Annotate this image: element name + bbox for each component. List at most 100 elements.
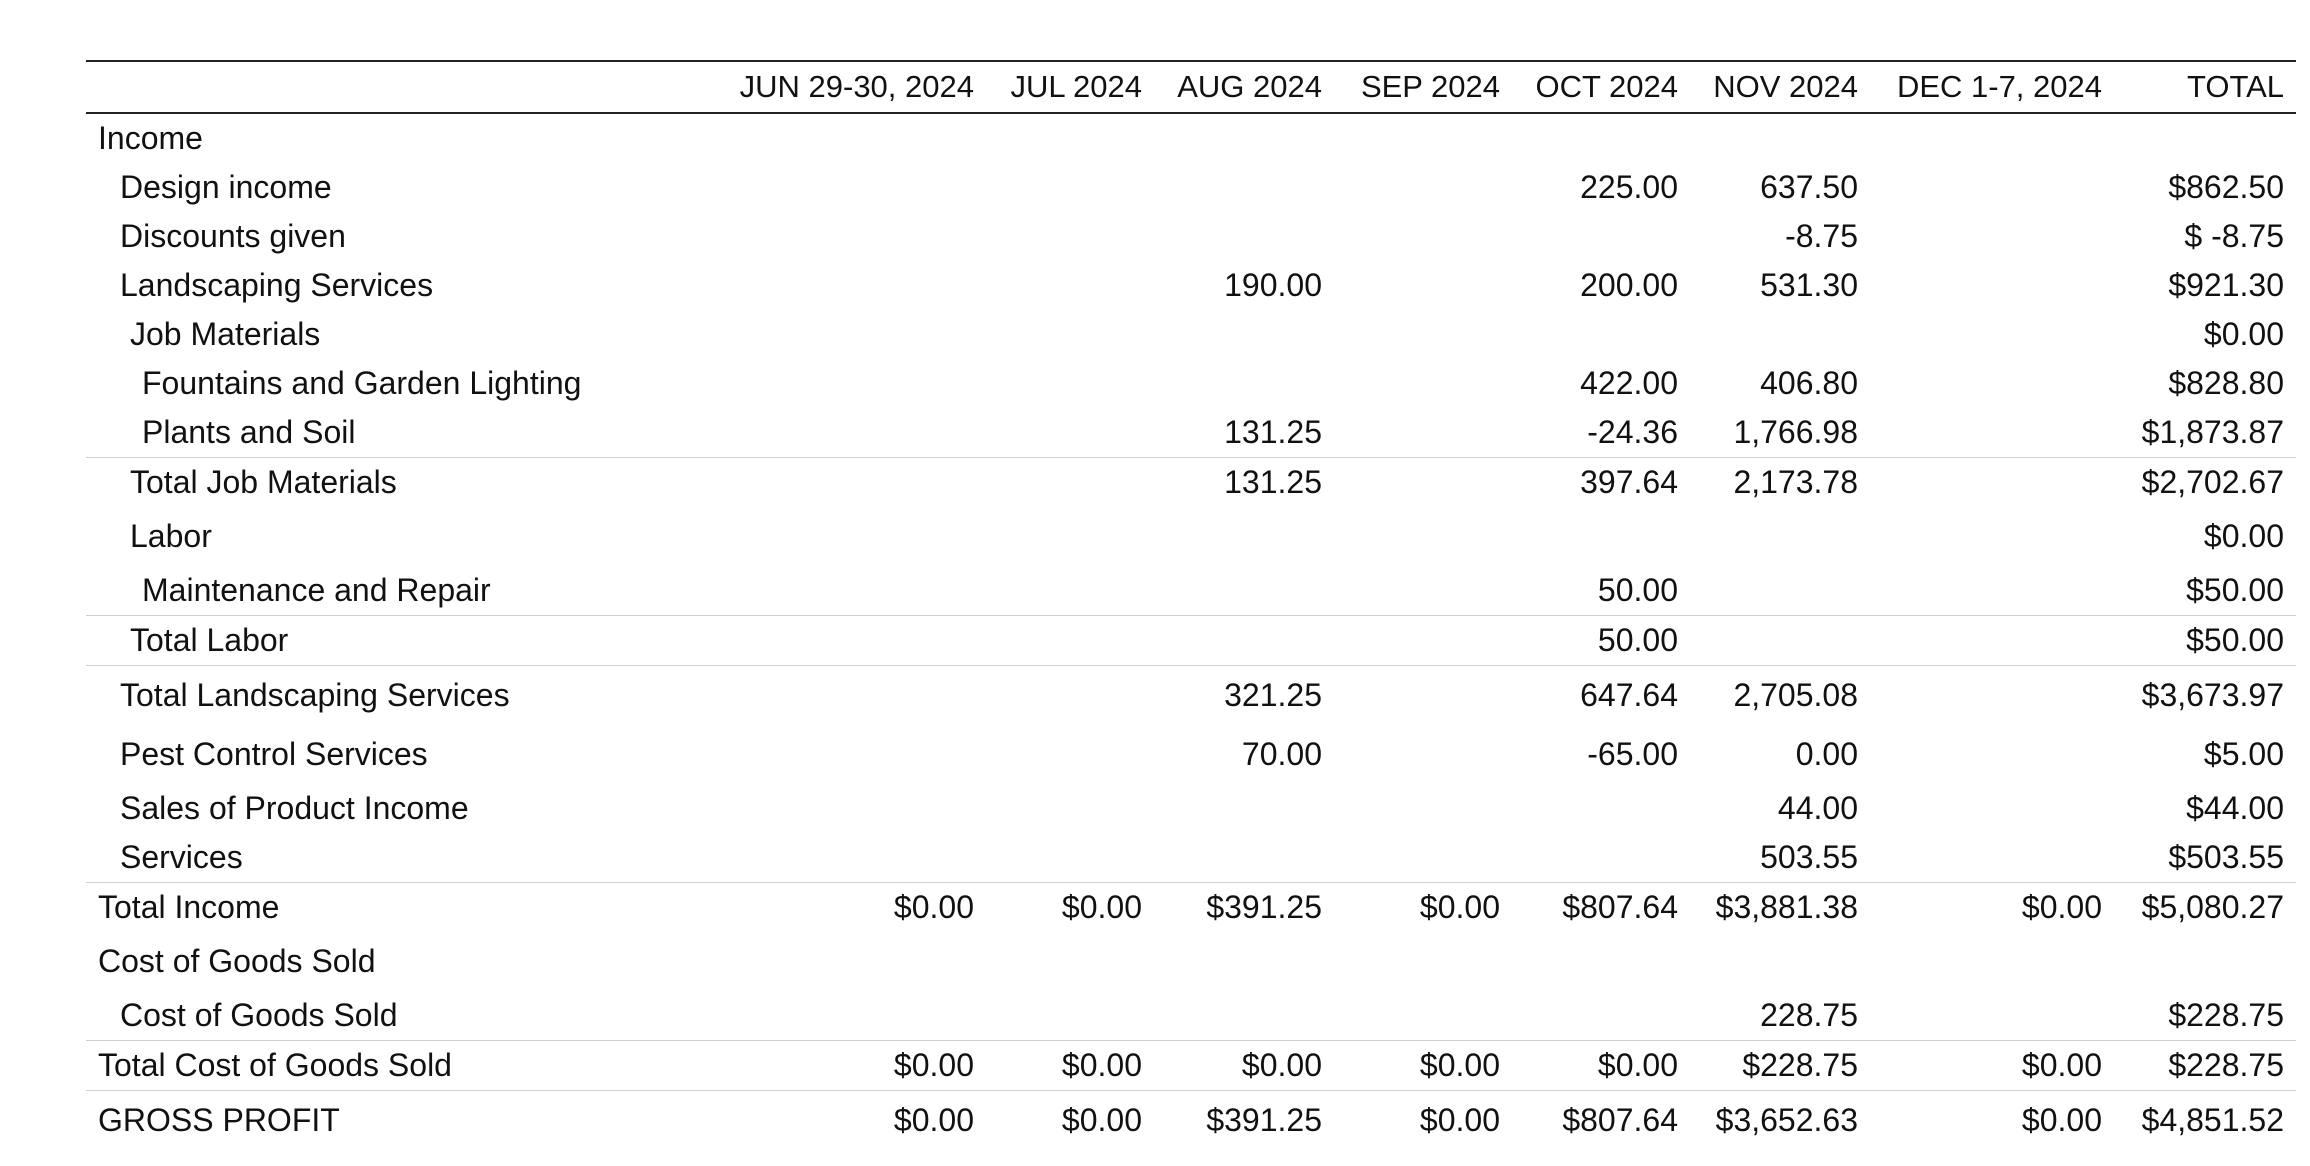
cell	[986, 665, 1154, 725]
cell-total: $503.55	[2168, 839, 2284, 875]
row-label: Plants and Soil	[142, 414, 356, 450]
cell	[986, 212, 1154, 261]
cell: $0.00	[1512, 1040, 1690, 1091]
cell: 131.25	[1154, 457, 1334, 507]
cell: 2,705.08	[1690, 665, 1870, 725]
cell: $0.00	[986, 1040, 1154, 1091]
cell	[986, 163, 1154, 212]
account-row: Design income 225.00 637.50 $862.50	[86, 163, 2296, 212]
cell	[1334, 833, 1512, 883]
cell-total: $0.00	[2203, 316, 2284, 352]
cell-total: $ -8.75	[2184, 218, 2284, 254]
column-header: OCT 2024	[1535, 69, 1678, 104]
row-label: Discounts given	[120, 218, 346, 254]
cell	[1334, 163, 1512, 212]
account-row: Maintenance and Repair 50.00 $50.00	[86, 566, 2296, 616]
cell	[1870, 507, 2114, 566]
cell	[1512, 784, 1690, 833]
cell	[986, 566, 1154, 616]
cell: 0.00	[1795, 736, 1858, 772]
cell	[1870, 457, 2114, 507]
cell: 422.00	[1580, 365, 1678, 401]
cell	[1154, 359, 1334, 408]
cell	[1154, 833, 1334, 883]
cell	[1334, 665, 1512, 725]
cell	[636, 408, 986, 458]
cell	[1512, 310, 1690, 359]
gross-profit-row: GROSS PROFIT $0.00 $0.00 $391.25 $0.00 $…	[86, 1090, 2296, 1150]
cell	[1154, 507, 1334, 566]
cell	[636, 261, 986, 310]
cell	[1334, 932, 1512, 991]
cell	[1154, 113, 1334, 163]
cell: 44.00	[1777, 790, 1858, 826]
cell: 2,173.78	[1690, 457, 1870, 507]
cell	[1690, 507, 1870, 566]
cell: 531.30	[1760, 267, 1858, 303]
subtotal-row: Total Job Materials 131.25 397.64 2,173.…	[86, 457, 2296, 507]
cell: $228.75	[1690, 1040, 1870, 1091]
cell: $0.00	[1334, 882, 1512, 932]
account-row: Job Materials $0.00	[86, 310, 2296, 359]
cell	[986, 261, 1154, 310]
cell	[1334, 310, 1512, 359]
cell: $0.00	[1154, 1040, 1334, 1091]
account-row: Fountains and Garden Lighting 422.00 406…	[86, 359, 2296, 408]
account-row: Landscaping Services 190.00 200.00 531.3…	[86, 261, 2296, 310]
account-row: Labor $0.00	[86, 507, 2296, 566]
row-label: Total Landscaping Services	[86, 665, 636, 725]
cell	[1154, 615, 1334, 666]
cell: $0.00	[636, 1090, 986, 1150]
cell	[1870, 310, 2114, 359]
column-header: NOV 2024	[1713, 69, 1858, 104]
cell	[1870, 261, 2114, 310]
cell	[986, 784, 1154, 833]
cell	[1334, 725, 1512, 784]
cell	[1334, 566, 1512, 616]
cell	[1154, 991, 1334, 1041]
cell	[986, 615, 1154, 666]
row-label: Total Cost of Goods Sold	[86, 1040, 636, 1091]
cell-total: $50.00	[2186, 572, 2284, 608]
column-header: JUN 29-30, 2024	[739, 69, 974, 104]
cell	[1870, 725, 2114, 784]
cell	[1334, 408, 1512, 458]
cell	[636, 665, 986, 725]
cell	[636, 113, 986, 163]
cell	[1870, 359, 2114, 408]
cell-total: $50.00	[2114, 615, 2296, 666]
cell	[636, 457, 986, 507]
cell: 1,766.98	[1733, 414, 1858, 450]
cell	[1334, 991, 1512, 1041]
account-row: Discounts given -8.75 $ -8.75	[86, 212, 2296, 261]
cell	[1154, 163, 1334, 212]
row-label: Maintenance and Repair	[142, 572, 491, 608]
cell: $0.00	[1870, 1040, 2114, 1091]
total-cogs-row: Total Cost of Goods Sold $0.00 $0.00 $0.…	[86, 1040, 2296, 1091]
cell: $0.00	[1870, 882, 2114, 932]
cell	[636, 212, 986, 261]
cell	[636, 163, 986, 212]
cell	[1690, 566, 1870, 616]
cell: 131.25	[1224, 414, 1322, 450]
cell-total: $4,851.52	[2114, 1090, 2296, 1150]
cell: $391.25	[1154, 1090, 1334, 1150]
cell	[1334, 113, 1512, 163]
row-label: Fountains and Garden Lighting	[142, 365, 582, 401]
cell	[986, 113, 1154, 163]
cell	[1334, 457, 1512, 507]
cell	[1512, 507, 1690, 566]
cell	[1154, 566, 1334, 616]
profit-and-loss-report: JUN 29-30, 2024 JUL 2024 AUG 2024 SEP 20…	[86, 60, 2296, 1150]
cell	[1690, 113, 1870, 163]
cell: $0.00	[636, 1040, 986, 1091]
cell	[1870, 932, 2114, 991]
cell	[1334, 359, 1512, 408]
cell: $0.00	[1334, 1090, 1512, 1150]
cell	[986, 507, 1154, 566]
cell	[636, 932, 986, 991]
column-header: AUG 2024	[1177, 69, 1322, 104]
header-row: JUN 29-30, 2024 JUL 2024 AUG 2024 SEP 20…	[86, 61, 2296, 113]
row-label: Pest Control Services	[120, 736, 428, 772]
row-label: Services	[120, 839, 243, 875]
